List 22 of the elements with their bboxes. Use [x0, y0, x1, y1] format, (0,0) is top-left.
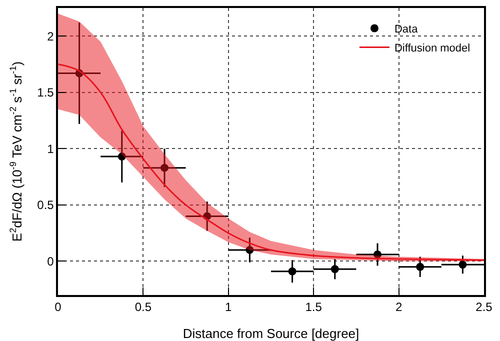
- y-tick-label: 0: [47, 254, 54, 268]
- y-tick-label: 0.5: [37, 198, 54, 212]
- y-tick-label: 1: [47, 142, 54, 156]
- point: [416, 262, 424, 271]
- legend-label: Data: [394, 24, 419, 36]
- legend-label: Diffusion model: [394, 42, 470, 55]
- x-tick-label: 1: [225, 300, 232, 314]
- point: [246, 246, 254, 254]
- point: [118, 152, 126, 161]
- x-axis-title: Distance from Source [degree]: [182, 326, 360, 341]
- point: [374, 250, 382, 258]
- point: [160, 164, 168, 172]
- point: [458, 260, 467, 269]
- x-tick-label: 1.5: [305, 300, 322, 314]
- x-tick-label: 2: [395, 300, 402, 314]
- x-tick-label: 0.5: [134, 300, 152, 314]
- x-tick-label: 2.5: [476, 300, 493, 314]
- line-series: [58, 64, 484, 261]
- point: [330, 265, 339, 274]
- y-tick-label: 2: [47, 29, 54, 44]
- point: [288, 267, 296, 276]
- y-tick-label: 1.5: [37, 86, 54, 100]
